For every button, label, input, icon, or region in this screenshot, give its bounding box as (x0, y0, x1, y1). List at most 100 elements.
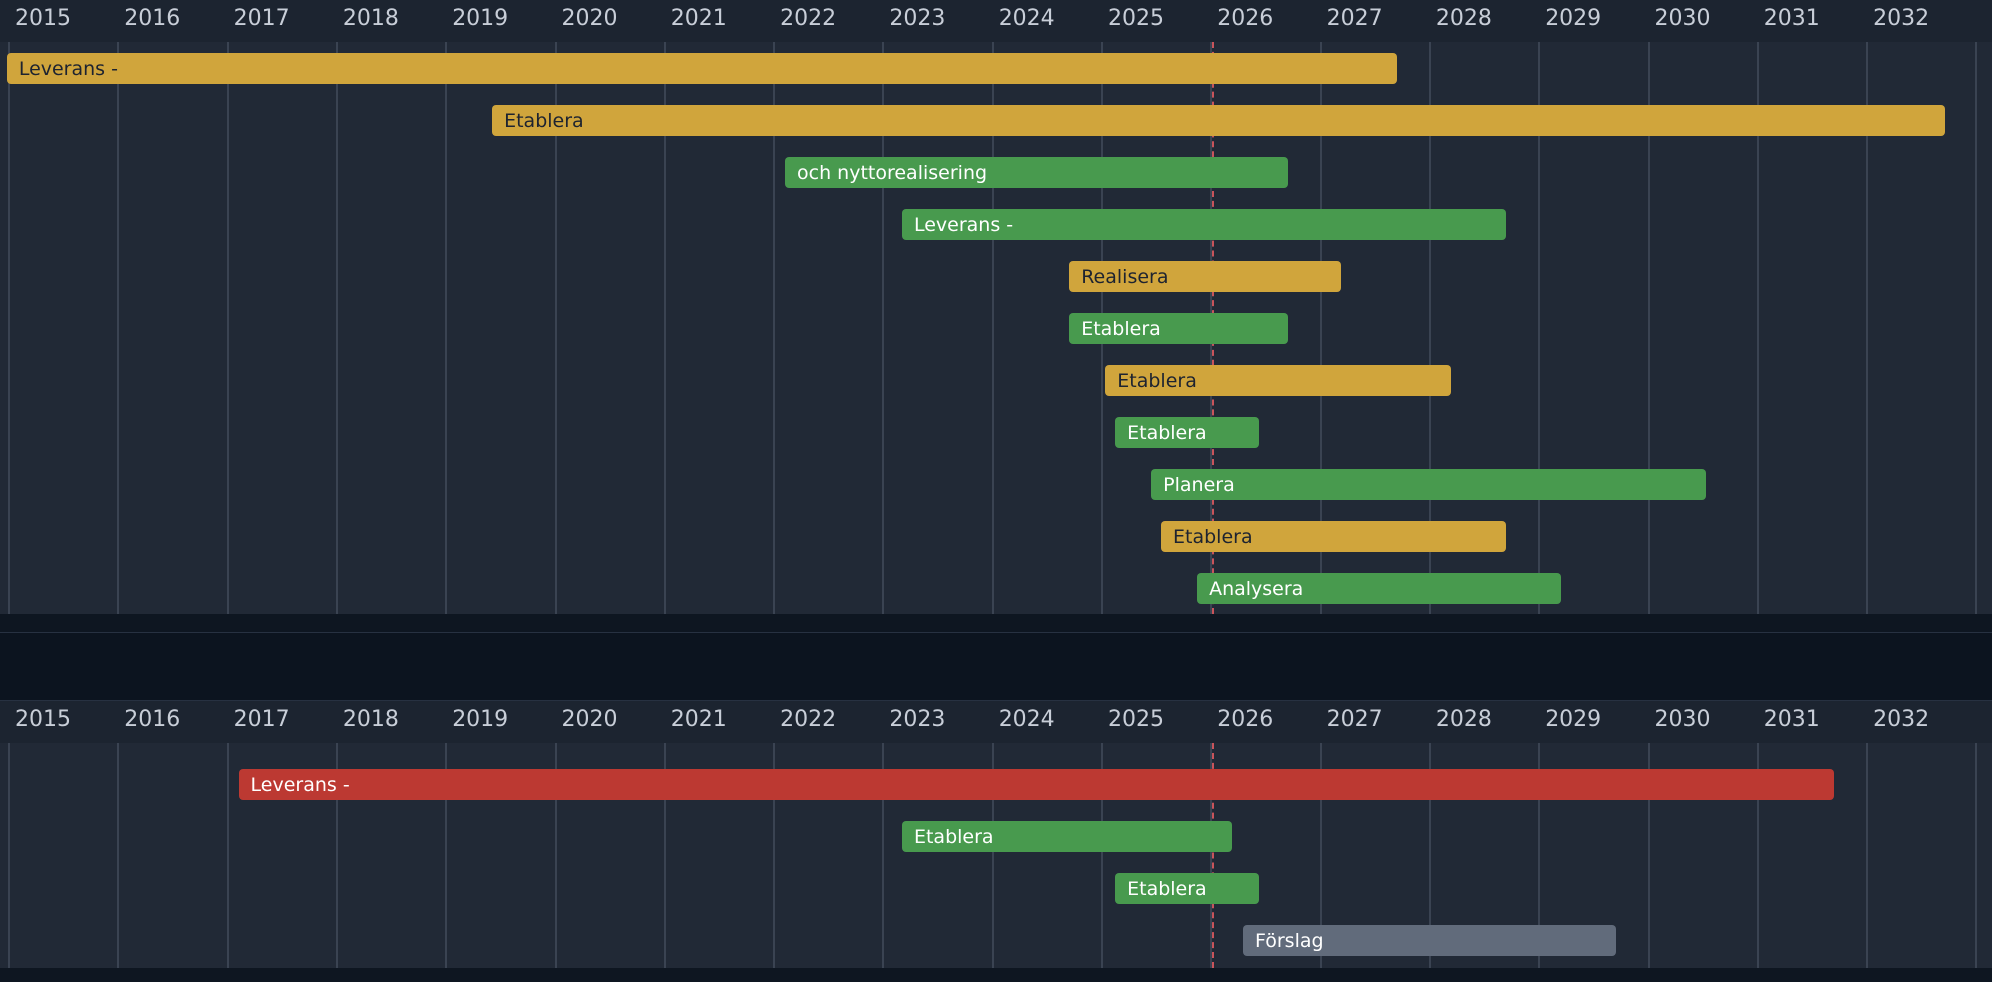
year-gridline (991, 42, 994, 614)
year-label: 2025 (1108, 6, 1164, 31)
year-label: 2017 (233, 707, 290, 732)
year-label: 2032 (1873, 707, 1930, 732)
year-gridline (8, 42, 10, 614)
year-gridline (554, 42, 557, 614)
timeline-bar[interactable]: Etablera (1069, 313, 1288, 344)
year-label: 2018 (342, 707, 399, 732)
year-label: 2023 (889, 707, 946, 732)
year-gridline (663, 743, 666, 968)
year-label: 2020 (561, 6, 618, 31)
year-label: 2024 (998, 707, 1055, 732)
year-gridline (1647, 743, 1650, 968)
year-label: 2028 (1435, 6, 1492, 31)
timeline-bar[interactable]: Förslag (1242, 925, 1616, 956)
year-gridline (1647, 42, 1650, 614)
year-gridline (1210, 743, 1213, 968)
year-gridline (1319, 743, 1322, 968)
year-gridline (1319, 42, 1322, 614)
year-label: 2021 (670, 707, 727, 732)
year-label: 2020 (561, 707, 618, 732)
timeline-bar[interactable]: Etablera (492, 105, 1945, 136)
year-gridline (1538, 42, 1541, 614)
year-axis (0, 701, 1992, 743)
year-gridline (663, 42, 666, 614)
timeline-bar[interactable]: Realisera (1069, 261, 1342, 292)
timeline-area (0, 42, 1992, 614)
year-gridline (117, 42, 120, 614)
timeline-bar-label: och nyttorealisering (797, 161, 988, 184)
year-label: 2027 (1326, 707, 1383, 732)
year-label: 2028 (1435, 707, 1492, 732)
year-label: 2026 (1217, 6, 1274, 31)
timeline-bar-label: Etablera (1081, 317, 1161, 340)
timeline-bar[interactable]: Etablera (1161, 521, 1507, 552)
year-gridline (335, 743, 338, 968)
year-label: 2015 (15, 6, 71, 31)
timeline-bar-label: Förslag (1254, 929, 1324, 952)
year-gridline (1975, 42, 1978, 614)
timeline-bar[interactable]: Etablera (901, 821, 1233, 852)
timeline-bar[interactable]: Leverans - (901, 209, 1507, 240)
year-gridline (882, 743, 885, 968)
year-label: 2019 (452, 707, 509, 732)
year-label: 2024 (998, 6, 1055, 31)
timeline-bar[interactable]: Etablera (1105, 365, 1451, 396)
timeline-bar-label: Realisera (1081, 265, 1169, 288)
year-gridline (226, 42, 229, 614)
year-label: 2022 (780, 707, 837, 732)
year-gridline (445, 42, 448, 614)
year-gridline (991, 743, 994, 968)
timeline-bar-label: Planera (1163, 473, 1235, 496)
year-label: 2022 (780, 6, 837, 31)
year-gridline (554, 743, 557, 968)
timeline-bar-label: Analysera (1209, 577, 1304, 600)
year-label: 2023 (889, 6, 946, 31)
year-label: 2031 (1763, 6, 1820, 31)
year-label: 2018 (342, 6, 399, 31)
timeline-bar[interactable]: Etablera (1115, 873, 1260, 904)
year-gridline (773, 42, 776, 614)
timeline-bar-label: Leverans - (250, 773, 350, 796)
year-gridline (445, 743, 448, 968)
timeline-bar[interactable]: Planera (1151, 469, 1707, 500)
year-label: 2019 (452, 6, 509, 31)
year-label: 2030 (1654, 6, 1711, 31)
year-label: 2029 (1545, 6, 1602, 31)
timeline-panel-top: 2015 2016 2017 2018 2019 2020 2021 2022 2023 2024… (0, 0, 1992, 614)
year-gridline (1101, 743, 1103, 968)
year-label: 2027 (1326, 6, 1383, 31)
year-label: 2026 (1217, 707, 1274, 732)
year-gridline (1975, 743, 1978, 968)
panel-separator (0, 632, 1992, 701)
year-gridline (117, 743, 120, 968)
year-gridline (1756, 42, 1759, 614)
today-marker-line (1212, 743, 1215, 968)
timeline-bar-label: Etablera (1127, 877, 1207, 900)
timeline-bar[interactable]: Leverans - (6, 53, 1398, 84)
year-gridline (882, 42, 885, 614)
year-gridline (8, 743, 10, 968)
year-gridline (226, 743, 229, 968)
year-label: 2017 (233, 6, 290, 31)
year-gridline (1866, 743, 1869, 968)
year-label: 2016 (124, 707, 181, 732)
timeline-bar[interactable]: och nyttorealisering (785, 157, 1288, 188)
timeline-bar-label: Etablera (1127, 421, 1207, 444)
timeline-bar[interactable]: Leverans - (238, 769, 1835, 800)
year-gridline (773, 743, 776, 968)
year-gridline (1428, 42, 1431, 614)
year-label: 2015 (15, 707, 71, 732)
timeline-bar-label: Etablera (1117, 369, 1197, 392)
timeline-bar[interactable]: Etablera (1115, 417, 1260, 448)
year-axis (0, 0, 1992, 42)
year-gridline (1428, 743, 1431, 968)
timeline-bar-label: Etablera (1173, 525, 1253, 548)
timeline-bar-label: Etablera (913, 825, 994, 848)
year-label: 2031 (1763, 707, 1820, 732)
year-label: 2030 (1654, 707, 1711, 732)
timeline-bar-label: Leverans - (18, 57, 118, 80)
timeline-bar[interactable]: Analysera (1197, 573, 1562, 604)
timeline-panel-bottom: 2015 2016 2017 2018 2019 2020 2021 2022 2023 2024… (0, 701, 1992, 982)
timeline-bar-label: Etablera (504, 109, 584, 132)
year-label: 2029 (1545, 707, 1602, 732)
